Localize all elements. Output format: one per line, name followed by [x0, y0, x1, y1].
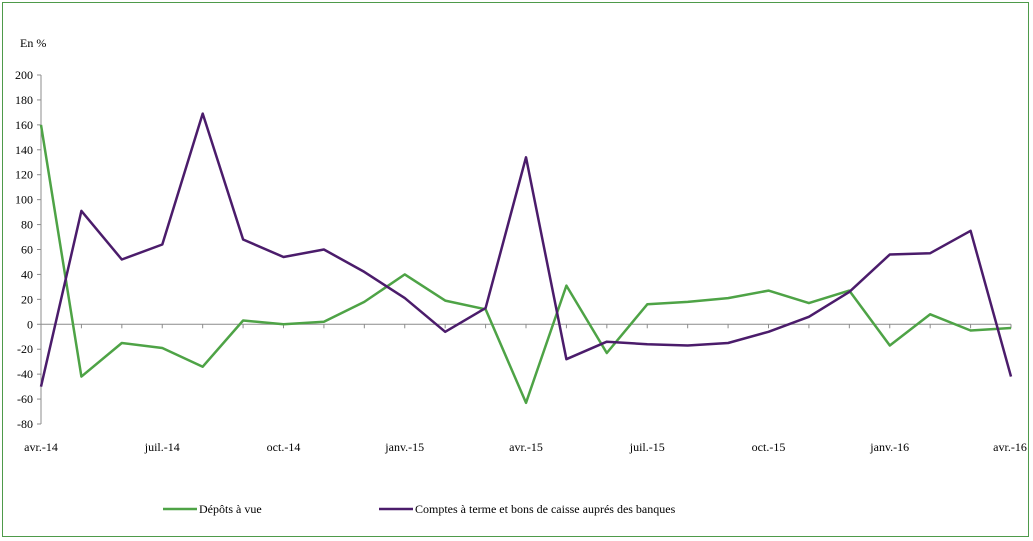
- x-tick-label: oct.-15: [752, 440, 786, 454]
- y-tick-label: 200: [15, 68, 33, 82]
- y-tick-label: -80: [17, 417, 33, 431]
- x-tick-label: oct.-14: [267, 440, 301, 454]
- series-lines: [39, 112, 1013, 405]
- legend: Dépôts à vue Comptes à terme et bons de c…: [163, 502, 676, 516]
- y-tick-label: 100: [15, 193, 33, 207]
- y-tick-label: 80: [21, 218, 33, 232]
- y-tick-label: 40: [21, 267, 33, 281]
- x-tick-label: janv.-16: [869, 440, 909, 454]
- y-tick-label: 20: [21, 292, 33, 306]
- axes: 200180160140120100806040200-20-40-60-80a…: [15, 68, 1027, 454]
- y-tick-label: 60: [21, 243, 33, 257]
- x-tick-label: avr.-15: [509, 440, 543, 454]
- y-tick-label: -20: [17, 342, 33, 356]
- legend-label-1: Dépôts à vue: [199, 502, 262, 516]
- legend-label-2: Comptes à terme et bons de caisse auprés…: [415, 502, 676, 516]
- series-line-2: [39, 112, 1013, 387]
- y-tick-label: 0: [27, 317, 33, 331]
- x-tick-label: juil.-15: [629, 440, 665, 454]
- y-axis-unit-label: En %: [20, 36, 46, 50]
- y-tick-label: -40: [17, 367, 33, 381]
- y-tick-label: 160: [15, 118, 33, 132]
- x-tick-label: avr.-16: [993, 440, 1027, 454]
- y-tick-label: -60: [17, 392, 33, 406]
- x-tick-label: avr.-14: [24, 440, 58, 454]
- x-tick-label: janv.-15: [384, 440, 424, 454]
- y-tick-label: 180: [15, 93, 33, 107]
- x-tick-label: juil.-14: [144, 440, 180, 454]
- y-tick-label: 140: [15, 143, 33, 157]
- y-tick-label: 120: [15, 168, 33, 182]
